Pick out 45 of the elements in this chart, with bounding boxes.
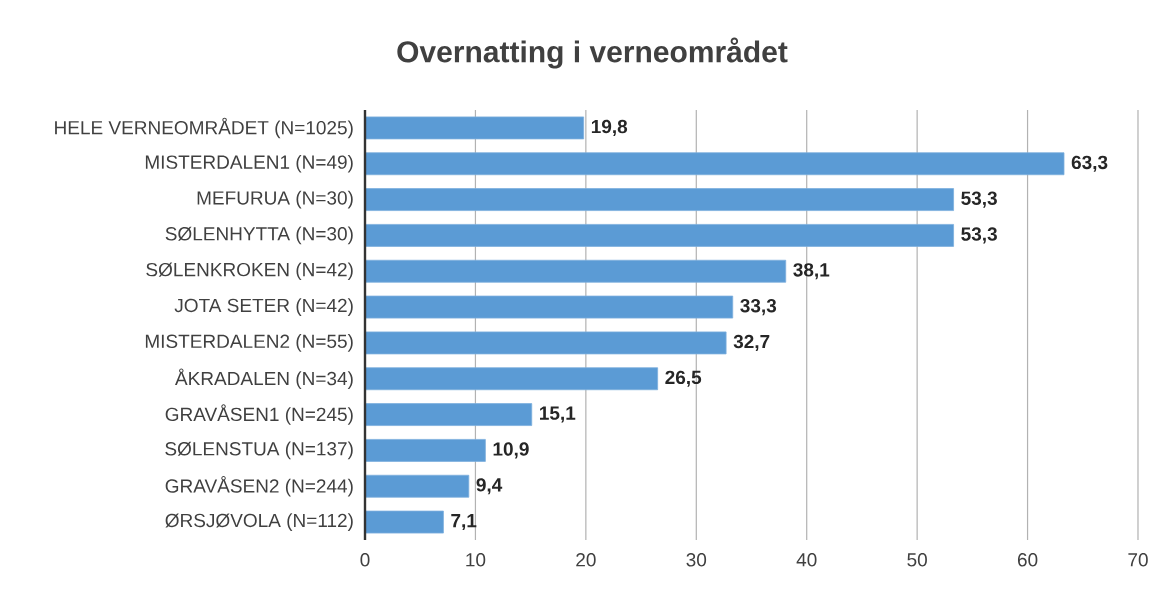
y-tick-label: SØLENSTUA (N=137) — [165, 441, 353, 460]
x-tick-label: 20 — [576, 553, 596, 567]
y-tick-label: SØLENKROKEN (N=42) — [146, 262, 353, 281]
x-tick-label: 50 — [907, 553, 927, 567]
data-label: 10,9 — [493, 442, 529, 459]
y-tick-label: ØRSJØVOLA (N=112) — [165, 513, 353, 531]
bar — [364, 474, 470, 498]
data-label: 19,8 — [591, 119, 628, 137]
data-label: 7,1 — [451, 514, 477, 531]
data-label: 53,3 — [961, 191, 997, 208]
data-label: 32,7 — [733, 334, 770, 352]
data-label: 15,1 — [540, 406, 576, 423]
bar — [364, 403, 533, 426]
y-tick-label: MISTERDALEN1 (N=49) — [145, 154, 353, 173]
y-tick-label: GRAVÅSEN2 (N=244) — [165, 475, 353, 497]
x-tick-label: 70 — [1128, 553, 1148, 567]
chart-title: Overnatting i verneområdet — [397, 37, 788, 69]
data-label: 38,1 — [793, 263, 830, 280]
y-tick-label: JOTA SETER (N=42) — [174, 298, 353, 316]
bar — [364, 152, 1065, 176]
x-tick-label: 0 — [360, 553, 370, 567]
data-label: 9,4 — [476, 478, 503, 495]
data-label: 63,3 — [1071, 155, 1108, 172]
data-label: 53,3 — [961, 227, 997, 244]
bar — [364, 331, 727, 355]
bar — [364, 510, 444, 534]
bar — [364, 116, 585, 140]
x-tick-label: 10 — [466, 553, 486, 567]
data-label: 26,5 — [665, 370, 702, 387]
bar — [364, 188, 954, 211]
data-label: 33,3 — [740, 298, 777, 316]
bar — [364, 439, 486, 462]
x-tick-label: 60 — [1017, 553, 1038, 567]
bar — [364, 259, 787, 283]
y-tick-label: GRAVÅSEN1 (N=245) — [165, 404, 353, 425]
bar — [364, 295, 734, 319]
y-tick-label: HELE VERNEOMRÅDET (N=1025) — [55, 117, 353, 139]
bar — [364, 224, 954, 247]
y-tick-label: ÅKRADALEN (N=34) — [174, 368, 353, 389]
y-tick-label: SØLENHYTTA (N=30) — [165, 226, 353, 245]
bar — [364, 367, 659, 391]
x-tick-label: 30 — [686, 553, 707, 567]
y-tick-label: MISTERDALEN2 (N=55) — [145, 334, 353, 352]
x-tick-label: 40 — [796, 553, 817, 567]
y-tick-label: MEFURUA (N=30) — [197, 190, 353, 209]
